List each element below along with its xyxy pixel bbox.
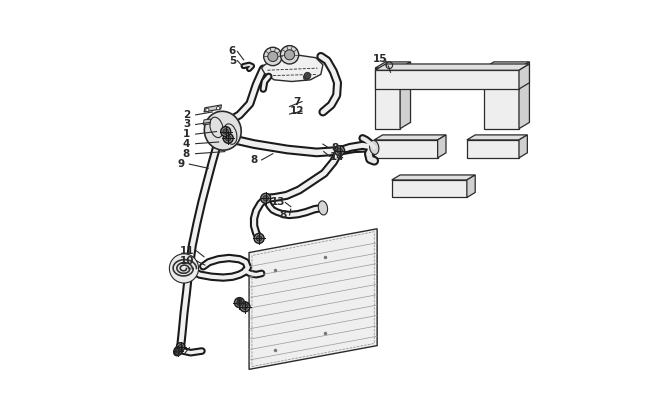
Text: 8: 8	[174, 348, 181, 358]
Text: 8: 8	[332, 143, 339, 153]
Ellipse shape	[204, 111, 241, 150]
Text: 6: 6	[229, 47, 236, 56]
Ellipse shape	[318, 201, 328, 215]
Polygon shape	[392, 175, 475, 180]
Text: 1: 1	[183, 129, 190, 139]
Polygon shape	[437, 135, 446, 158]
Circle shape	[223, 129, 228, 134]
Polygon shape	[467, 135, 527, 140]
Circle shape	[285, 50, 294, 60]
Text: 8: 8	[250, 155, 257, 165]
Polygon shape	[249, 229, 377, 369]
Text: 11: 11	[180, 246, 194, 256]
Circle shape	[178, 344, 183, 349]
Circle shape	[223, 133, 233, 143]
Circle shape	[263, 196, 268, 201]
Text: 15: 15	[373, 54, 388, 64]
Polygon shape	[374, 140, 437, 158]
Circle shape	[280, 46, 299, 64]
Polygon shape	[484, 62, 530, 68]
Polygon shape	[375, 68, 400, 129]
Circle shape	[226, 136, 231, 141]
Circle shape	[256, 236, 262, 241]
Circle shape	[264, 47, 282, 66]
Polygon shape	[203, 119, 211, 125]
Polygon shape	[261, 55, 323, 81]
Circle shape	[304, 74, 309, 80]
Text: 4: 4	[183, 139, 190, 149]
Polygon shape	[375, 62, 411, 68]
Polygon shape	[519, 135, 527, 158]
Polygon shape	[392, 180, 467, 197]
Polygon shape	[467, 175, 475, 197]
Circle shape	[174, 347, 182, 355]
Circle shape	[170, 254, 199, 283]
Circle shape	[221, 126, 231, 136]
Text: 9: 9	[177, 159, 185, 169]
Ellipse shape	[370, 140, 379, 155]
Circle shape	[235, 298, 244, 307]
Circle shape	[335, 146, 344, 156]
Text: 13: 13	[271, 197, 285, 207]
Polygon shape	[519, 62, 530, 129]
Text: 14: 14	[330, 152, 345, 162]
Circle shape	[261, 193, 271, 203]
Polygon shape	[400, 62, 411, 129]
Text: 5: 5	[229, 55, 236, 66]
Polygon shape	[484, 68, 519, 129]
Circle shape	[337, 148, 343, 153]
Circle shape	[304, 72, 311, 79]
Polygon shape	[375, 64, 530, 70]
Polygon shape	[204, 105, 222, 112]
Text: 8: 8	[280, 210, 287, 220]
Text: 3: 3	[183, 119, 190, 129]
Circle shape	[237, 300, 242, 305]
Text: 2: 2	[183, 110, 190, 120]
Text: 10: 10	[180, 256, 194, 266]
Text: 7: 7	[293, 97, 300, 107]
Circle shape	[240, 302, 250, 312]
Text: 8: 8	[236, 298, 243, 307]
Circle shape	[205, 108, 209, 112]
Circle shape	[176, 349, 181, 353]
Polygon shape	[519, 64, 530, 89]
Circle shape	[268, 51, 278, 61]
Polygon shape	[374, 135, 446, 140]
Circle shape	[254, 234, 264, 243]
Text: 12: 12	[289, 106, 304, 116]
Circle shape	[176, 343, 185, 351]
Polygon shape	[467, 140, 519, 158]
Circle shape	[242, 304, 248, 310]
Circle shape	[216, 107, 220, 110]
Polygon shape	[375, 70, 519, 89]
Text: 8: 8	[183, 149, 190, 159]
